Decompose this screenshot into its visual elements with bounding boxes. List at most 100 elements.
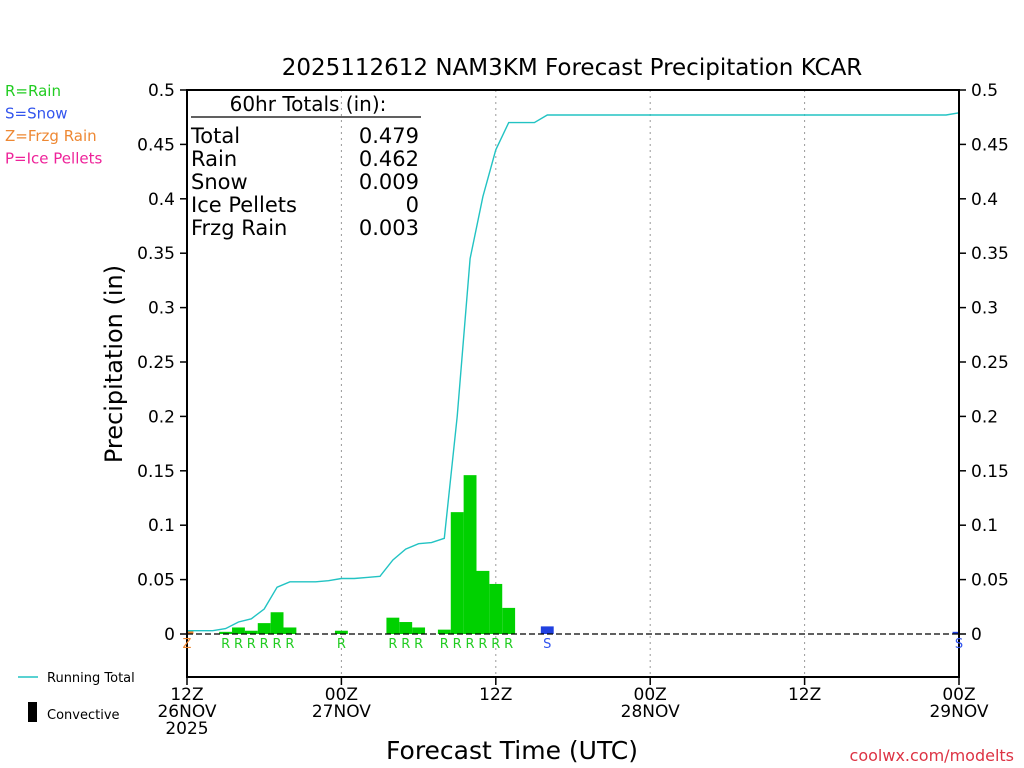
y-tick-label-left: 0.35 — [137, 244, 175, 264]
y-tick-label-right: 0.4 — [971, 190, 998, 210]
totals-box: 60hr Totals (in): Total 0.479 Rain 0.462 Snow… — [190, 92, 421, 240]
y-tick-label-right: 0.5 — [971, 81, 998, 101]
ptype-letter: R — [260, 637, 269, 652]
ptype-letter: S — [543, 637, 551, 652]
x-tick-label: 26NOV — [157, 702, 216, 722]
precip-bar — [450, 512, 464, 634]
bottom-legend: Running Total Convective — [18, 671, 135, 723]
y-tick-label-right: 0.25 — [971, 353, 1009, 373]
totals-value: 0.003 — [359, 216, 419, 240]
x-tick-label: 12Z — [479, 685, 512, 705]
y-tick-label-left: 0.1 — [148, 516, 175, 536]
precip-bar — [187, 630, 194, 634]
precip-bar — [270, 612, 284, 634]
y-tick-label-right: 0.05 — [971, 571, 1009, 591]
x-axis-label: Forecast Time (UTC) — [386, 736, 638, 765]
ptype-letter: R — [478, 637, 487, 652]
plot-frame — [186, 89, 960, 678]
totals-label: Rain — [191, 147, 237, 171]
y-tick-label-left: 0.25 — [137, 353, 175, 373]
totals-value: 0.009 — [359, 170, 419, 194]
x-tick-label: 12Z — [170, 685, 203, 705]
grid — [340, 90, 806, 677]
y-tick-label-left: 0.45 — [137, 135, 175, 155]
y-tick-label-right: 0.45 — [971, 135, 1009, 155]
precip-bar — [437, 629, 451, 634]
watermark: coolwx.com/modelts — [850, 746, 1014, 765]
precip-bar — [399, 622, 413, 634]
y-tick-label-left: 0 — [164, 625, 175, 645]
precip-bar — [412, 627, 426, 634]
x-tick-label: 28NOV — [621, 702, 680, 722]
ptype-letter: R — [491, 637, 500, 652]
y-tick-label-right: 0.35 — [971, 244, 1009, 264]
running-total-line — [187, 112, 960, 632]
ptype-letter: R — [440, 637, 449, 652]
y-tick-label-right: 0.15 — [971, 462, 1009, 482]
totals-label: Total — [190, 124, 240, 148]
y-tick-label-left: 0.05 — [137, 571, 175, 591]
precip-bar — [476, 570, 490, 634]
totals-value: 0.462 — [359, 147, 419, 171]
ptype-letter: R — [337, 637, 346, 652]
ptype-letter: R — [414, 637, 423, 652]
chart-title: 2025112612 NAM3KM Forecast Precipitation… — [282, 55, 863, 81]
y-tick-label-right: 0.2 — [971, 407, 998, 427]
convective-legend-label: Convective — [47, 708, 120, 723]
totals-label: Ice Pellets — [191, 193, 297, 217]
precip-bar — [257, 623, 271, 634]
y-axis-right: 0 0.05 0.1 0.15 0.2 0.25 0.3 0.35 0.4 0.45 0.5 — [959, 81, 1009, 645]
y-tick-label-left: 0.4 — [148, 190, 175, 210]
x-tick-label: 2025 — [165, 719, 208, 739]
x-tick-label: 12Z — [788, 685, 821, 705]
ptype-letter: R — [504, 637, 513, 652]
ptype-letter: R — [273, 637, 282, 652]
running-total-polyline — [187, 112, 960, 632]
precip-bar — [489, 583, 503, 634]
totals-value: 0 — [406, 193, 419, 217]
totals-title: 60hr Totals (in): — [230, 92, 387, 116]
precip-bar — [244, 630, 258, 634]
precip-bar — [283, 627, 297, 634]
ptype-letter: R — [247, 637, 256, 652]
y-tick-label-left: 0.3 — [148, 299, 175, 319]
y-axis-left: 0 0.05 0.1 0.15 0.2 0.25 0.3 0.35 0.4 0.45 0.5 — [137, 81, 187, 645]
running-total-legend-label: Running Total — [47, 671, 135, 686]
totals-label: Frzg Rain — [191, 216, 287, 240]
x-tick-label: 00Z — [942, 685, 975, 705]
y-tick-label-right: 0.1 — [971, 516, 998, 536]
ptype-letter: R — [466, 637, 475, 652]
x-tick-label: 00Z — [325, 685, 358, 705]
ptype-letter: R — [234, 637, 243, 652]
precip-bar — [952, 631, 959, 634]
ptype-letter: R — [453, 637, 462, 652]
legend-entry: S=Snow — [5, 105, 68, 123]
ptype-letter: R — [388, 637, 397, 652]
precip-bar — [386, 617, 400, 634]
totals-label: Snow — [191, 170, 248, 194]
x-tick-label: 29NOV — [929, 702, 988, 722]
y-tick-label-left: 0.5 — [148, 81, 175, 101]
precip-bar — [540, 626, 554, 634]
precip-bar — [219, 631, 233, 634]
precip-bar — [232, 627, 245, 634]
legend-entry: R=Rain — [5, 82, 61, 100]
x-tick-label: 00Z — [634, 685, 667, 705]
precip-bar — [334, 630, 348, 634]
ptype-letter: S — [955, 637, 963, 652]
y-tick-label-left: 0.15 — [137, 462, 175, 482]
ptype-letter: R — [285, 637, 294, 652]
ptype-letter: R — [401, 637, 410, 652]
precip-bar — [463, 475, 477, 634]
precip-bar — [502, 607, 516, 634]
y-tick-label-right: 0 — [971, 625, 982, 645]
ptype-letter: Z — [183, 637, 192, 652]
bars — [187, 475, 959, 634]
y-axis-label: Precipitation (in) — [100, 265, 128, 463]
y-tick-label-right: 0.3 — [971, 299, 998, 319]
legend-entry: Z=Frzg Rain — [5, 127, 97, 145]
legend: R=Rain S=Snow Z=Frzg Rain P=Ice Pellets — [5, 82, 102, 168]
totals-value: 0.479 — [359, 124, 419, 148]
convective-legend-swatch — [28, 702, 37, 722]
